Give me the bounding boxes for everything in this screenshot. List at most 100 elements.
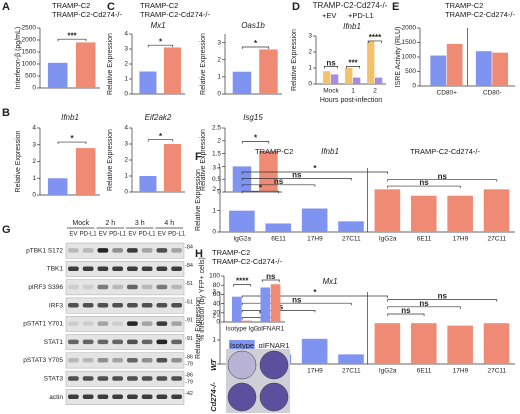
significance-bracket <box>147 139 174 142</box>
significance-bracket <box>241 295 389 298</box>
x-tick-label: 17H9 <box>307 236 323 243</box>
bar <box>345 68 353 84</box>
y-tick-label: 2 <box>212 313 216 320</box>
x-axis-label: Hours post-infection <box>320 97 382 104</box>
legend-entry: TRAMP-C2-Cd274-/- <box>52 10 123 19</box>
y-tick-label: 80 <box>213 282 221 289</box>
panel-label: A <box>2 1 10 13</box>
blot-band <box>82 394 94 400</box>
blot-band <box>141 284 153 290</box>
blot-band <box>68 394 79 400</box>
significance-label: *** <box>348 59 358 68</box>
x-tick-label: Mock <box>323 88 339 95</box>
mw-marker: -51 <box>185 299 193 305</box>
chart-title: Eif2ak2 <box>145 113 172 122</box>
blot-band <box>156 339 168 345</box>
blot-band <box>97 339 109 345</box>
lane-label: EV <box>128 232 136 238</box>
x-tick-label: CD80+ <box>437 90 458 97</box>
significance-label: * <box>70 134 74 143</box>
legend-entry: TRAMP-C2 <box>140 1 178 10</box>
panel-label: G <box>2 224 11 236</box>
blot-band <box>127 394 138 400</box>
bar <box>242 320 252 322</box>
blot-band <box>127 303 138 308</box>
bar <box>410 323 437 364</box>
x-tick-label: 17H9 <box>453 368 469 375</box>
significance-label: **** <box>369 33 382 42</box>
bar <box>447 195 473 232</box>
plate-column-label: Isotype <box>230 341 254 350</box>
bar <box>229 210 255 232</box>
bar <box>270 284 281 322</box>
lane-label: EV <box>99 232 107 238</box>
significance-bracket <box>387 179 498 182</box>
y-tick-label: 2 <box>217 56 221 63</box>
y-tick-label: 100 <box>209 273 220 280</box>
bar <box>75 42 96 88</box>
blot-strip <box>65 297 185 314</box>
y-axis-label: Interferon-β (pg/mL) <box>15 27 22 89</box>
panel-label: D <box>292 1 300 13</box>
blot-band <box>171 394 182 400</box>
significance-bracket <box>346 66 360 69</box>
y-tick-label: 500 <box>405 68 416 75</box>
chart-title: Ifnb1 <box>61 113 79 122</box>
blot-band <box>68 248 79 253</box>
y-tick-label: 0 <box>212 229 216 236</box>
blot-band <box>82 376 94 381</box>
x-tick-label: Isotype IgG <box>226 326 259 333</box>
x-tick-label: 2 <box>373 88 377 95</box>
y-tick-label: 0 <box>124 91 128 98</box>
lane-label: EV <box>69 232 77 238</box>
blot-band <box>82 266 94 271</box>
blot-band <box>141 357 153 363</box>
y-tick-label: 60 <box>213 291 221 298</box>
blot-band <box>97 394 109 400</box>
panel-label: E <box>392 1 399 13</box>
y-tick-label: 2500 <box>22 25 37 32</box>
legend-entry: TRAMP-C2-Cd274-/- <box>140 10 211 19</box>
significance-label: * <box>313 288 317 297</box>
bar <box>338 354 364 364</box>
x-tick-label: 17H9 <box>453 236 469 243</box>
x-tick-label: 27C11 <box>487 368 506 375</box>
blot-band <box>171 339 182 345</box>
blot-band <box>97 248 109 253</box>
y-tick-label: 2.5 <box>212 125 221 132</box>
x-tick-label: 6E11 <box>417 368 432 375</box>
blot-band <box>171 248 182 253</box>
blot-band <box>112 266 123 271</box>
blot-band <box>97 321 109 326</box>
significance-bracket <box>241 302 352 306</box>
y-tick-label: 4 <box>124 31 128 38</box>
significance-bracket <box>368 40 382 43</box>
y-tick-label: 2 <box>212 186 216 193</box>
y-tick-label: 2 <box>308 49 312 56</box>
bar <box>259 49 278 94</box>
significance-label: ns <box>292 171 302 180</box>
blot-band <box>97 376 109 381</box>
significance-label: ns <box>274 177 284 186</box>
bar <box>260 287 271 322</box>
significance-bracket <box>241 190 279 194</box>
y-axis-label: Relative Expression <box>107 129 114 191</box>
significance-label: **** <box>236 277 249 286</box>
blot-band <box>68 284 79 290</box>
legend-entry: TRAMP-C2 <box>52 1 90 10</box>
blot-strip <box>65 370 185 387</box>
blot-row-label: pSTAT3 Y705 <box>23 357 63 364</box>
blot-band <box>68 266 79 271</box>
significance-label: ns <box>419 178 429 187</box>
significance-label: ns <box>419 299 429 308</box>
blot-band <box>112 376 123 381</box>
plate-row-label: WT <box>209 358 218 371</box>
significance-label: * <box>254 134 258 143</box>
blot-band <box>171 321 182 326</box>
blot-band <box>141 394 153 400</box>
bar <box>374 189 401 232</box>
blot-band <box>141 266 153 271</box>
blot-band <box>112 303 123 308</box>
blot-band <box>127 266 138 271</box>
y-tick-label: 20 <box>213 310 221 317</box>
